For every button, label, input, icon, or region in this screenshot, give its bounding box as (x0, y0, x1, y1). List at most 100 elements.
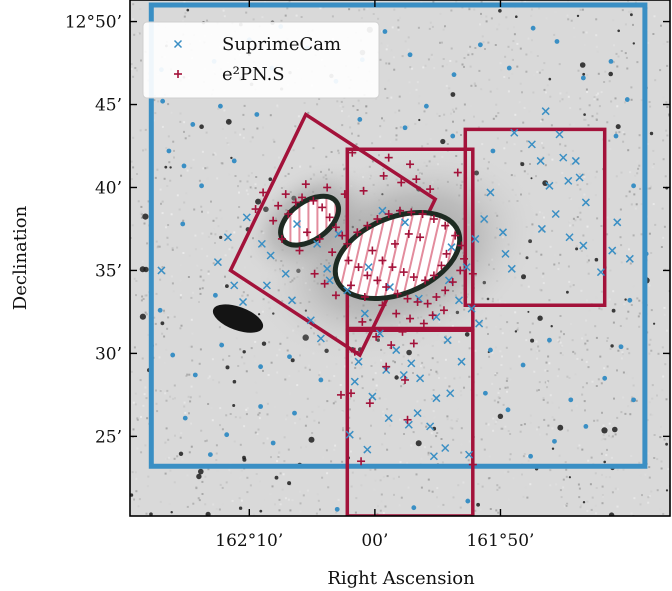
e2pns-point (419, 319, 428, 328)
point-dot (528, 453, 534, 459)
point-dot (490, 148, 496, 154)
e2pns-point (284, 210, 293, 219)
e2pns-point (310, 269, 319, 278)
e2pns-point (397, 178, 406, 187)
suprimecam-point (350, 377, 359, 386)
x-tick-label: 162°10’ (215, 531, 283, 551)
point-dot (231, 158, 237, 164)
suprimecam-point (157, 266, 166, 275)
e2pns-point (323, 183, 332, 192)
e2pns-point (416, 233, 425, 242)
e2pns-point (401, 375, 410, 384)
e2pns-point (432, 292, 441, 301)
e2pns-point (251, 205, 260, 214)
e2pns-point (398, 327, 407, 336)
galaxies (212, 193, 463, 333)
x-tick-label: 00’ (361, 531, 388, 551)
e2pns-point (437, 261, 446, 270)
suprimecam-point (429, 452, 438, 461)
suprimecam-point (238, 297, 248, 306)
suprimecam-point (223, 233, 232, 242)
point-dot (166, 148, 172, 154)
point-dot (552, 438, 557, 444)
e2pns-point (336, 390, 345, 399)
x-tick-label: 161°50’ (466, 531, 534, 551)
e2pns-point (331, 223, 340, 232)
e2pns-point (429, 215, 438, 224)
e2pns-point (442, 249, 451, 258)
suprimecam-point (462, 263, 471, 272)
e2pns-point (451, 231, 460, 240)
e2pns-point (343, 239, 352, 248)
e2pns-point (387, 341, 396, 350)
point-dot (292, 410, 297, 416)
point-dot (451, 72, 457, 78)
legend: SuprimeCam e²PN.S (142, 21, 380, 99)
suprimecam-point (242, 213, 251, 222)
e2pns-point (382, 362, 391, 371)
e2pns-point (457, 241, 466, 250)
y-tick-label: 25’ (95, 427, 122, 447)
suprimecam-point (565, 233, 574, 242)
suprimecam-point (378, 206, 387, 215)
point-dot (318, 377, 324, 383)
suprimecam-point (510, 128, 519, 137)
suprimecam-point (375, 329, 384, 338)
suprimecam-point (354, 357, 363, 366)
suprimecam-point (507, 264, 516, 273)
point-dot (212, 292, 218, 298)
point-dot (520, 362, 526, 368)
suprimecam-point (454, 296, 464, 305)
axis-ticks: 162°10’ 00’ 161°50’ 25’ 30’ 35’ 40’ 45’ 12°50’ (65, 0, 670, 551)
e2pns-point (363, 221, 372, 230)
field-1 (148, 2, 648, 469)
suprimecam-point (537, 224, 546, 233)
suprimecam-point (465, 450, 474, 459)
e2pns-point (412, 175, 421, 184)
e2pns-point (409, 339, 418, 348)
e2pns-point (320, 279, 329, 288)
e2pns-point (396, 206, 404, 215)
point-dot (583, 424, 589, 429)
e2pns-point (406, 160, 415, 169)
point-dot (624, 97, 630, 102)
point-dot (482, 390, 488, 396)
point-dot (643, 251, 649, 257)
point-dot (334, 506, 340, 512)
suprimecam-point (413, 409, 422, 418)
suprimecam-point (323, 264, 332, 273)
suprimecam-point (571, 156, 580, 165)
suprimecam-point (266, 251, 275, 260)
point-dot (224, 432, 230, 438)
suprimecam-point (426, 422, 435, 431)
e2pns-point (360, 292, 369, 301)
galaxy-2 (332, 209, 463, 302)
point-dot (407, 52, 413, 58)
e2pns-point (259, 188, 268, 197)
e2pns-point (448, 278, 457, 287)
suprimecam-point (613, 218, 622, 227)
e2pns-point (429, 271, 438, 280)
suprimecam-point (498, 228, 508, 237)
point-dot (477, 42, 483, 48)
point-dot (218, 103, 223, 109)
point-dot (182, 415, 188, 421)
suprimecam-point (501, 249, 510, 258)
suprimecam-point (443, 336, 452, 345)
point-dot (488, 347, 493, 353)
suprimecam-point (480, 214, 489, 224)
suprimecam-point (536, 156, 545, 165)
legend-box (142, 21, 380, 99)
suprimecam-point (475, 319, 484, 328)
point-dot (608, 58, 614, 64)
suprimecam-point (467, 304, 476, 313)
suprimecam-point (432, 394, 441, 403)
e2pns-point (406, 314, 415, 323)
point-dot (627, 297, 633, 303)
suprimecam-point (457, 357, 466, 366)
e2pns-point (423, 299, 432, 308)
y-tick-label: 12°50’ (65, 13, 122, 33)
e2pns-point (347, 389, 356, 398)
suprimecam-point (414, 294, 423, 303)
e2pns-point (384, 210, 393, 219)
